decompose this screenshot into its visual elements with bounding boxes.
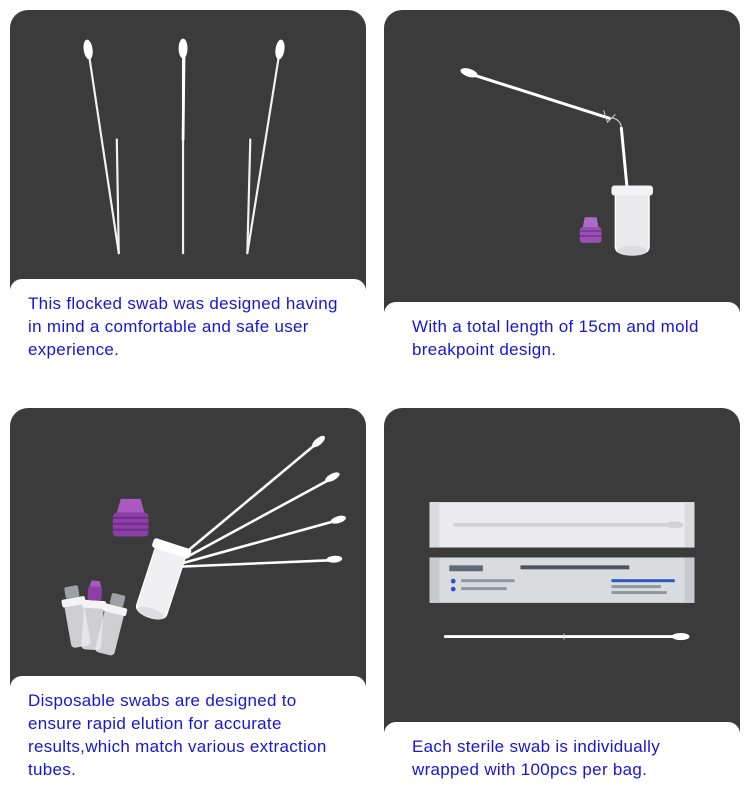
- caption-2: With a total length of 15cm and mold bre…: [384, 302, 740, 378]
- illustration-3: [10, 408, 366, 687]
- card-flocked-swab: This flocked swab was designed having in…: [10, 10, 366, 378]
- card-extraction-tubes: Disposable swabs are designed to ensure …: [10, 408, 366, 798]
- illustration-4: [384, 408, 740, 733]
- caption-4: Each sterile swab is individually wrappe…: [384, 722, 740, 798]
- illustration-2: [384, 10, 740, 312]
- infographic-grid: This flocked swab was designed having in…: [10, 10, 740, 798]
- card-breakpoint: With a total length of 15cm and mold bre…: [384, 10, 740, 378]
- caption-3: Disposable swabs are designed to ensure …: [10, 676, 366, 798]
- illustration-1: [10, 10, 366, 289]
- card-individually-wrapped: Each sterile swab is individually wrappe…: [384, 408, 740, 798]
- caption-1: This flocked swab was designed having in…: [10, 279, 366, 378]
